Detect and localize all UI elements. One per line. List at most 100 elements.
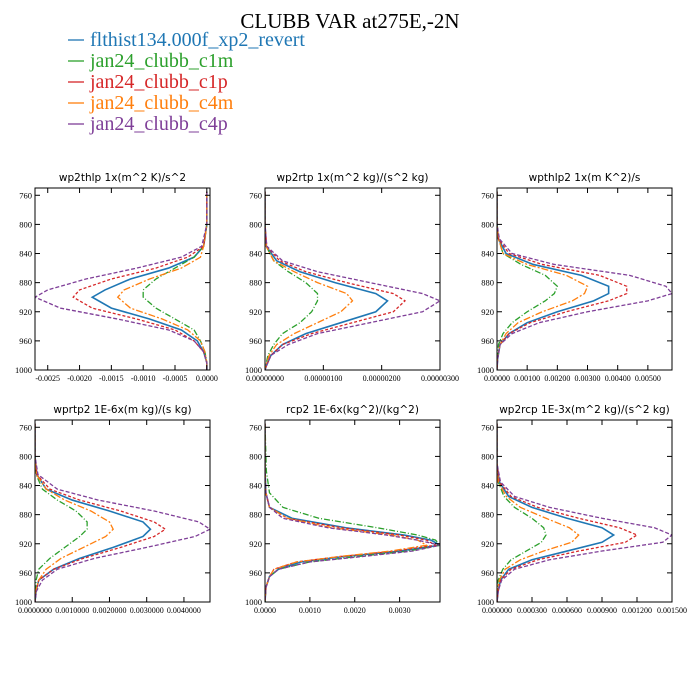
series-line-5-1 xyxy=(497,423,547,602)
ytick-label-1-0: 760 xyxy=(249,190,262,200)
ytick-label-1-5: 960 xyxy=(249,336,262,346)
ytick-label-0-3: 880 xyxy=(19,278,32,288)
ytick-label-3-6: 1000 xyxy=(15,597,32,607)
ytick-label-4-1: 800 xyxy=(249,451,262,461)
series-line-5-3 xyxy=(497,423,580,602)
ytick-label-0-6: 1000 xyxy=(15,365,32,375)
xtick-label-5-0: 0.000000 xyxy=(482,606,512,615)
ytick-label-0-5: 960 xyxy=(19,336,32,346)
xtick-label-5-1: 0.000300 xyxy=(517,606,547,615)
ytick-label-2-3: 880 xyxy=(481,278,494,288)
xtick-label-0-2: -0.0015 xyxy=(99,374,124,383)
series-group-1 xyxy=(265,191,440,370)
ytick-label-1-4: 920 xyxy=(249,307,262,317)
panel-title-0: wp2thlp 1x(m^2 K)/s^2 xyxy=(59,172,186,184)
xtick-label-2-1: 0.00100 xyxy=(514,374,540,383)
ytick-label-5-6: 1000 xyxy=(477,597,494,607)
ytick-label-3-0: 760 xyxy=(19,422,32,432)
panels-grid: wp2thlp 1x(m^2 K)/s^2 760 800 840 880 920 960 1… xyxy=(15,172,687,615)
series-line-1-2 xyxy=(265,191,407,370)
legend-entry-2: jan24_clubb_c1p xyxy=(89,71,228,93)
legend: flthist134.000f_xp2_revertjan24_clubb_c1… xyxy=(68,29,305,135)
series-line-4-3 xyxy=(265,423,429,602)
ytick-label-5-1: 800 xyxy=(481,451,494,461)
ytick-label-2-2: 840 xyxy=(481,249,494,259)
panel-frame-4 xyxy=(264,419,441,603)
series-line-1-0 xyxy=(265,191,389,370)
xtick-label-3-0: 0.0000000 xyxy=(18,606,52,615)
xtick-label-0-0: -0.0025 xyxy=(35,374,60,383)
series-line-2-4 xyxy=(497,191,672,370)
ytick-label-1-6: 1000 xyxy=(245,365,262,375)
xtick-label-1-0: 0.00000000 xyxy=(246,374,284,383)
legend-entry-1: jan24_clubb_c1m xyxy=(89,50,234,72)
series-line-0-4 xyxy=(35,191,208,370)
xtick-label-4-1: 0.0010 xyxy=(299,606,321,615)
series-line-2-2 xyxy=(497,191,628,370)
series-line-1-1 xyxy=(265,191,319,370)
ytick-label-4-4: 920 xyxy=(249,539,262,549)
panel-1: wp2rtp 1x(m^2 kg)/(s^2 kg) 760 800 840 880 92… xyxy=(245,172,459,383)
xtick-label-2-3: 0.00300 xyxy=(575,374,601,383)
panel-4: rcp2 1E-6x(kg^2)/(kg^2) 760 800 840 880 920 96… xyxy=(245,404,441,615)
xtick-label-4-3: 0.0030 xyxy=(389,606,411,615)
xtick-label-2-5: 0.00500 xyxy=(635,374,661,383)
ytick-label-3-4: 920 xyxy=(19,539,32,549)
ytick-label-2-1: 800 xyxy=(481,219,494,229)
series-line-3-1 xyxy=(35,423,88,602)
ytick-label-3-1: 800 xyxy=(19,451,32,461)
ytick-label-0-4: 920 xyxy=(19,307,32,317)
panel-5: wp2rcp 1E-3x(m^2 kg)/(s^2 kg) 760 800 840 88… xyxy=(477,404,687,615)
series-line-4-0 xyxy=(265,423,440,602)
xtick-label-3-3: 0.0030000 xyxy=(130,606,164,615)
ytick-label-0-1: 800 xyxy=(19,219,32,229)
xtick-label-1-3: 0.00000300 xyxy=(421,374,459,383)
ytick-label-4-0: 760 xyxy=(249,422,262,432)
series-line-3-2 xyxy=(35,423,167,602)
panel-title-4: rcp2 1E-6x(kg^2)/(kg^2) xyxy=(286,404,419,416)
legend-entry-0: flthist134.000f_xp2_revert xyxy=(90,29,305,51)
panel-3: wprtp2 1E-6x(m kg)/(s kg) 760 800 840 880 920… xyxy=(15,404,211,615)
series-line-5-2 xyxy=(497,423,639,602)
series-line-3-4 xyxy=(35,423,210,602)
series-line-5-4 xyxy=(497,423,672,602)
ytick-label-1-1: 800 xyxy=(249,219,262,229)
panel-0: wp2thlp 1x(m^2 K)/s^2 760 800 840 880 920 960 1… xyxy=(15,172,218,383)
xtick-label-0-1: -0.0020 xyxy=(67,374,92,383)
ytick-label-0-0: 760 xyxy=(19,190,32,200)
ytick-label-5-3: 880 xyxy=(481,510,494,520)
series-line-5-0 xyxy=(497,423,616,602)
ytick-label-5-0: 760 xyxy=(481,422,494,432)
xtick-label-0-3: -0.0010 xyxy=(131,374,156,383)
xtick-label-3-2: 0.0020000 xyxy=(92,606,126,615)
series-line-2-0 xyxy=(497,191,610,370)
ytick-label-3-2: 840 xyxy=(19,481,32,491)
series-line-2-1 xyxy=(497,191,559,370)
figure-title: CLUBB VAR at275E,-2N xyxy=(240,9,459,33)
xtick-label-5-5: 0.001500 xyxy=(657,606,687,615)
xtick-label-1-1: 0.00000100 xyxy=(304,374,342,383)
ytick-label-4-6: 1000 xyxy=(245,597,262,607)
legend-entry-3: jan24_clubb_c4m xyxy=(89,92,234,114)
xtick-label-5-2: 0.000600 xyxy=(552,606,582,615)
series-line-0-0 xyxy=(90,191,208,370)
xtick-label-0-4: -0.0005 xyxy=(163,374,188,383)
series-line-4-4 xyxy=(265,423,440,602)
ytick-label-2-5: 960 xyxy=(481,336,494,346)
ytick-label-1-2: 840 xyxy=(249,249,262,259)
panel-frame-1 xyxy=(264,187,441,371)
xtick-label-1-2: 0.00000200 xyxy=(363,374,401,383)
ytick-label-4-5: 960 xyxy=(249,568,262,578)
series-group-3 xyxy=(35,423,210,602)
ytick-label-5-5: 960 xyxy=(481,568,494,578)
ytick-label-2-0: 760 xyxy=(481,190,494,200)
ytick-label-4-3: 880 xyxy=(249,510,262,520)
ytick-label-2-6: 1000 xyxy=(477,365,494,375)
panel-title-3: wprtp2 1E-6x(m kg)/(s kg) xyxy=(53,404,191,416)
panel-frame-2 xyxy=(496,187,673,371)
series-group-2 xyxy=(497,191,672,370)
xtick-label-2-0: 0.00000 xyxy=(484,374,510,383)
panel-2: wpthlp2 1x(m K^2)/s 760 800 840 880 920 960 100… xyxy=(477,172,673,383)
series-line-0-1 xyxy=(142,191,208,370)
